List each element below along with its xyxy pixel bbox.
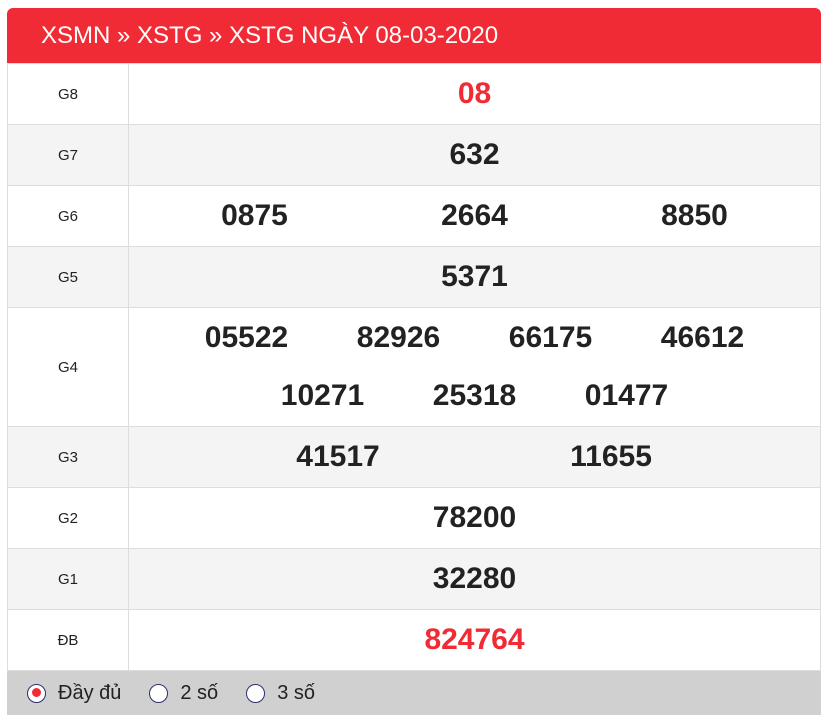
prize-number: 25318 (432, 379, 517, 412)
results-panel: XSMN » XSTG » XSTG NGÀY 08-03-2020 G8 08 G… (7, 8, 821, 715)
prize-label: G6 (7, 185, 129, 247)
radio-button[interactable] (149, 683, 169, 703)
prize-number: 5371 (441, 260, 508, 293)
radio-label: 3 số (277, 681, 315, 704)
prize-row: G2 78200 (7, 487, 821, 549)
prize-label: G8 (7, 63, 129, 125)
radio-option[interactable]: 3 số (246, 682, 315, 705)
prize-row: G1 32280 (7, 548, 821, 610)
radio-button[interactable] (246, 683, 266, 703)
prize-number: 632 (449, 138, 500, 171)
prize-label: ĐB (7, 609, 129, 671)
prize-row: G6 0875 2664 8850 (7, 185, 821, 247)
display-mode-options: Đầy đủ 2 số 3 số (7, 671, 821, 715)
prize-number: 82926 (356, 321, 441, 354)
prize-row: ĐB 824764 (7, 609, 821, 671)
prize-label: G7 (7, 124, 129, 186)
prize-label: G4 (7, 307, 129, 427)
prize-numbers: 78200 (128, 487, 821, 549)
prize-row: G4 05522 82926 66175 46612 10271 25318 01477 (7, 307, 821, 427)
prize-label: G5 (7, 246, 129, 308)
prize-number: 08 (457, 77, 492, 110)
prize-number: 2664 (441, 199, 508, 232)
radio-option[interactable]: Đầy đủ (27, 682, 121, 705)
prize-number: 46612 (660, 321, 745, 354)
prize-number: 01477 (584, 379, 669, 412)
prize-numbers: 0875 2664 8850 (128, 185, 821, 247)
prize-number: 8850 (661, 199, 728, 232)
prize-number: 824764 (424, 623, 525, 656)
prize-number: 41517 (296, 440, 380, 473)
prize-number: 10271 (280, 379, 365, 412)
prize-numbers: 632 (128, 124, 821, 186)
prize-numbers: 5371 (128, 246, 821, 308)
prize-number: 11655 (570, 440, 652, 473)
prize-numbers: 08 (128, 63, 821, 125)
prize-label: G3 (7, 426, 129, 488)
prize-label: G2 (7, 487, 129, 549)
radio-label: 2 số (180, 681, 219, 704)
prize-number: 05522 (204, 321, 289, 354)
breadcrumb-title: XSMN » XSTG » XSTG NGÀY 08-03-2020 (7, 8, 821, 63)
prize-number: 78200 (432, 501, 517, 534)
prize-numbers: 05522 82926 66175 46612 10271 25318 01477 (128, 307, 821, 427)
radio-label: Đầy đủ (58, 681, 122, 704)
radio-option[interactable]: 2 số (149, 682, 218, 705)
prize-row: G5 5371 (7, 246, 821, 308)
prize-numbers: 41517 11655 (128, 426, 821, 488)
prize-row: G7 632 (7, 124, 821, 186)
results-table: G8 08 G7 632 G6 0875 2664 8850 G5 5371 G4 05522 8292… (7, 63, 821, 671)
prize-label: G1 (7, 548, 129, 610)
prize-numbers: 32280 (128, 548, 821, 610)
prize-number: 66175 (508, 321, 593, 354)
prize-number: 0875 (221, 199, 288, 232)
prize-number: 32280 (432, 562, 517, 595)
prize-row: G3 41517 11655 (7, 426, 821, 488)
prize-numbers: 824764 (128, 609, 821, 671)
radio-button[interactable] (27, 683, 46, 703)
prize-row: G8 08 (7, 63, 821, 125)
